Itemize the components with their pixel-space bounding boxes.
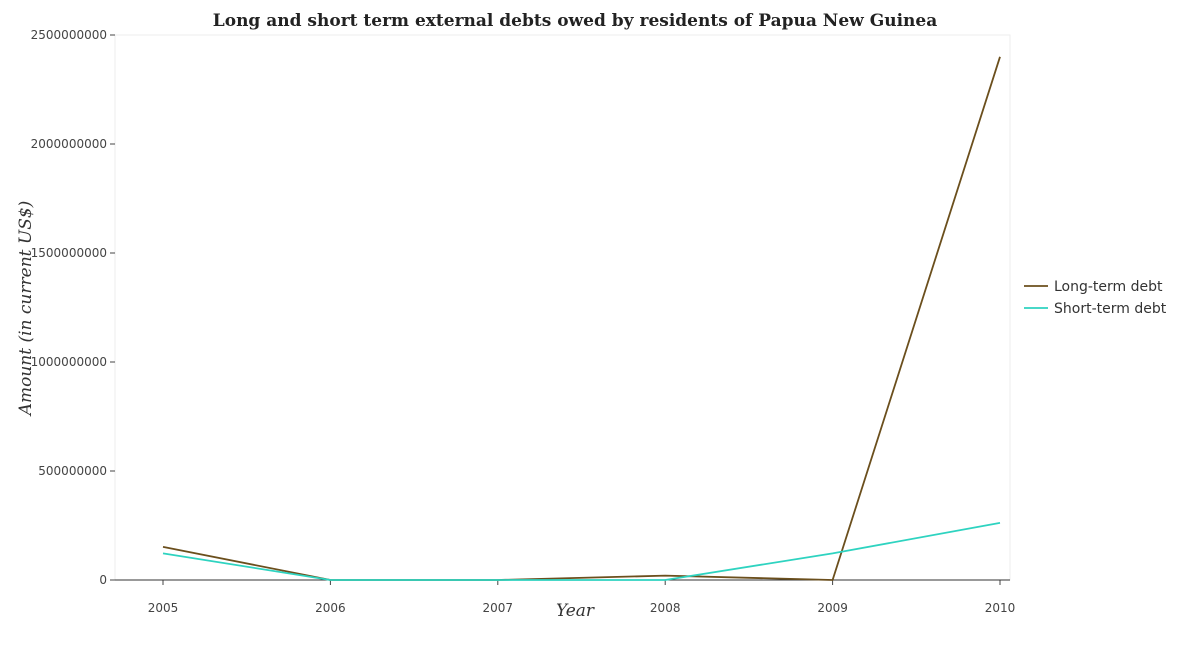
y-tick-label: 0 — [99, 573, 107, 587]
plot-area — [115, 35, 1010, 580]
x-tick-label: 2007 — [483, 601, 514, 615]
x-tick-label: 2005 — [148, 601, 179, 615]
y-tick-label: 500000000 — [38, 464, 107, 478]
x-tick-label: 2010 — [985, 601, 1016, 615]
legend-label: Short-term debt — [1054, 301, 1167, 317]
x-tick-label: 2006 — [315, 601, 346, 615]
x-tick-label: 2008 — [650, 601, 681, 615]
x-tick-label: 2009 — [817, 601, 848, 615]
chart-title: Long and short term external debts owed … — [213, 11, 937, 31]
y-tick-label: 1000000000 — [31, 355, 107, 369]
y-tick-label: 1500000000 — [31, 246, 107, 260]
y-axis-ticks: 0 500000000 1000000000 1500000000 2000000000… — [31, 28, 115, 587]
legend: Long-term debt Short-term debt — [1024, 279, 1167, 317]
x-axis-label: Year — [556, 601, 595, 621]
y-tick-label: 2000000000 — [31, 137, 107, 151]
legend-label: Long-term debt — [1054, 279, 1163, 295]
y-tick-label: 2500000000 — [31, 28, 107, 42]
y-axis-label: Amount (in current US$) — [16, 201, 36, 418]
